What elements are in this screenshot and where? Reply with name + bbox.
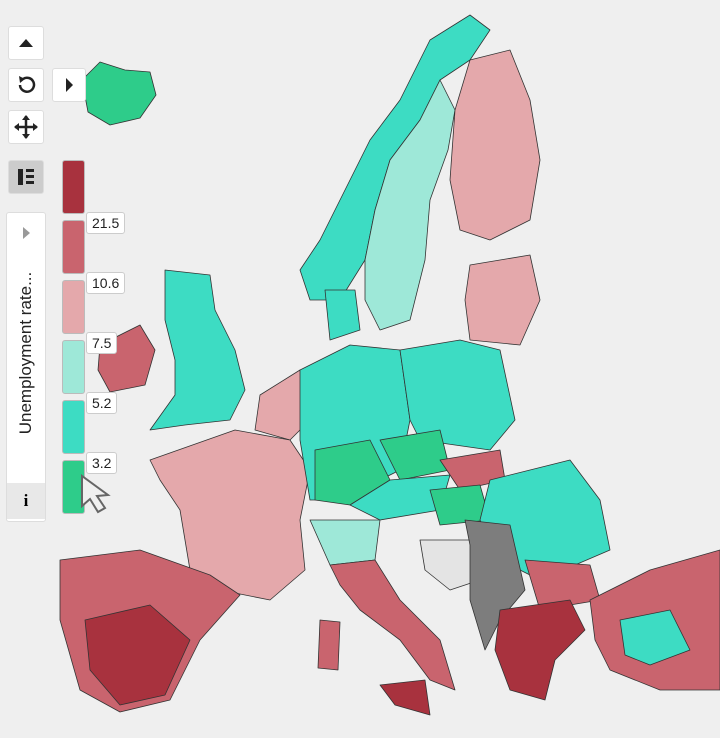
region [619,609,691,666]
region [81,61,157,126]
region [399,339,516,451]
region [329,559,456,691]
legend-panel: Unemployment rate... i [6,212,46,522]
legend-toggle-button[interactable] [8,160,44,194]
region [464,254,541,346]
region [149,269,246,431]
pan-button[interactable] [8,110,44,144]
region [379,679,431,716]
region [449,49,541,241]
reset-button[interactable] [8,68,44,102]
info-button[interactable]: i [7,483,45,519]
legend-swatch [62,400,85,454]
legend-break-label: 7.5 [86,332,118,354]
region [324,289,361,341]
legend-break-label: 21.5 [86,212,126,234]
legend-break-label: 3.2 [86,452,118,474]
region [309,519,381,566]
regions [59,14,720,716]
legend-swatch [62,160,85,214]
legend-swatch [62,280,85,334]
region [149,429,311,601]
zoom-in-button[interactable] [8,26,44,60]
region [364,79,456,331]
legend-break-label: 5.2 [86,392,118,414]
region [419,539,481,591]
region [464,519,526,651]
legend-swatch [62,220,85,274]
region [84,604,191,706]
region [317,619,341,671]
legend-title: Unemployment rate... [16,271,35,435]
legend-break-label: 10.6 [86,272,126,294]
cursor [81,474,111,514]
legend-swatch [62,340,85,394]
region [494,599,586,701]
expand-button[interactable] [52,68,86,102]
